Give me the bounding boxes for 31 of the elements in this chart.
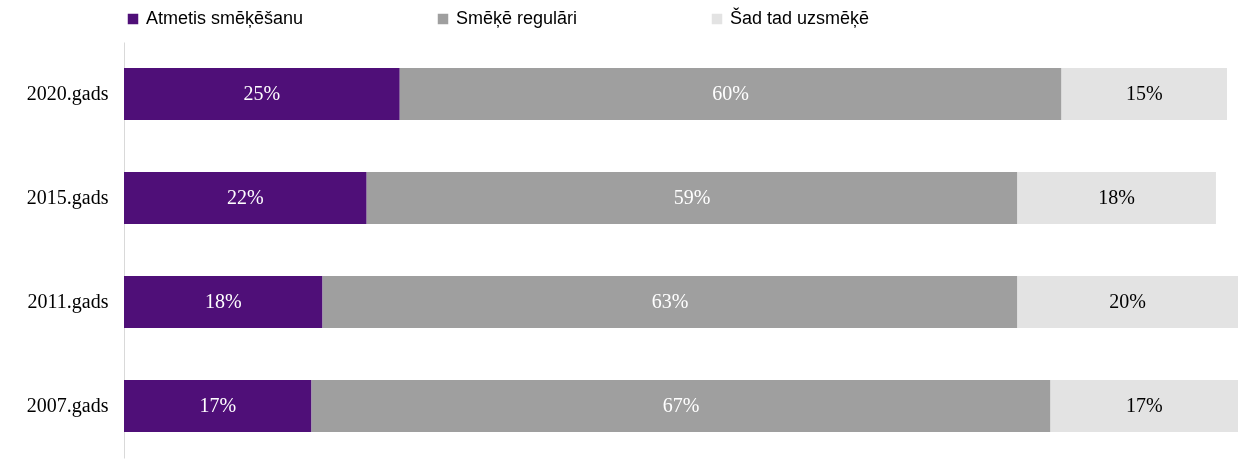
data-label: 59% (673, 186, 711, 208)
y-tick-label: 2020.gads (26, 82, 109, 105)
data-label: 25% (243, 82, 281, 104)
y-tick-label: 2007.gads (26, 394, 109, 417)
data-label: 18% (204, 290, 242, 312)
data-label: 20% (1109, 290, 1147, 312)
bar (124, 68, 400, 120)
data-label: 18% (1098, 186, 1136, 208)
bar (124, 380, 312, 432)
bar (124, 276, 323, 328)
data-label: 22% (226, 186, 264, 208)
bar (1061, 68, 1227, 120)
bar (1017, 172, 1216, 224)
y-tick-label: 2011.gads (27, 290, 109, 313)
bar (366, 172, 1018, 224)
bar (322, 276, 1018, 328)
data-label: 15% (1125, 82, 1163, 104)
bar (124, 172, 367, 224)
y-tick-label: 2015.gads (26, 186, 109, 209)
legend-label: Šad tad uzsmēķē (730, 7, 870, 28)
bar (1017, 276, 1238, 328)
data-label: 17% (199, 394, 237, 416)
legend-label: Smēķē regulāri (456, 8, 578, 28)
data-label: 63% (651, 290, 689, 312)
legend-label: Atmetis smēķēšanu (146, 8, 304, 28)
data-label: 67% (662, 394, 700, 416)
bar (311, 380, 1051, 432)
bar (1050, 380, 1238, 432)
data-label: 17% (1125, 394, 1163, 416)
bar (399, 68, 1062, 120)
data-label: 60% (712, 82, 749, 104)
